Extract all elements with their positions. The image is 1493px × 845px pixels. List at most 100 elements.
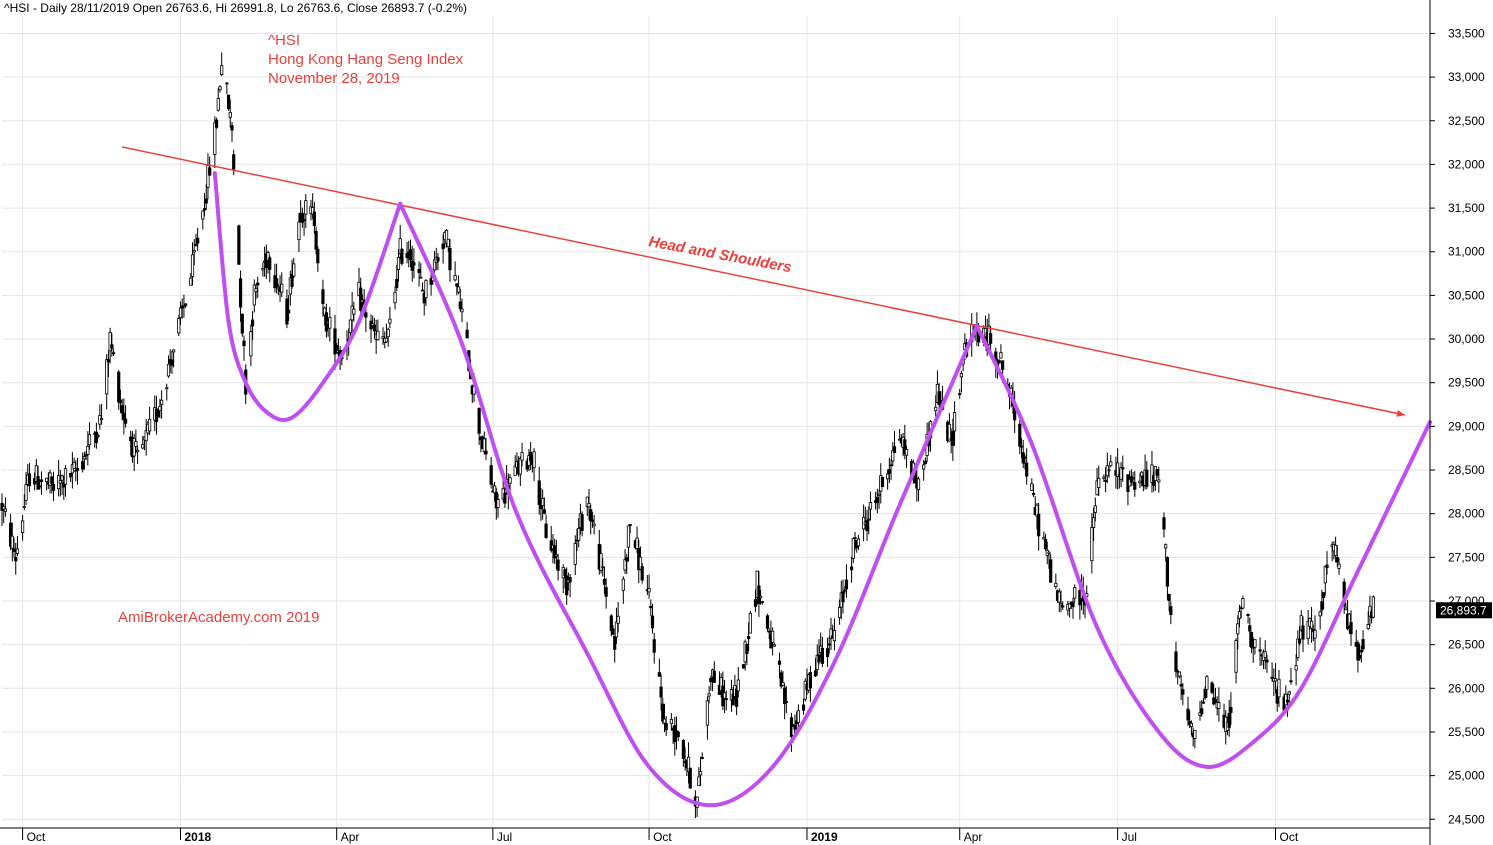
candle-body xyxy=(216,98,220,111)
candle-body xyxy=(232,154,236,170)
candle-body xyxy=(616,615,620,624)
candle-body xyxy=(1025,462,1029,477)
candle-body xyxy=(396,257,401,270)
candle-body xyxy=(287,309,291,314)
candle-body xyxy=(302,219,306,222)
candle-body xyxy=(1150,464,1154,483)
candle-body xyxy=(825,648,830,657)
candle-body xyxy=(1368,605,1372,617)
candle-body xyxy=(201,210,205,220)
candle-body xyxy=(999,352,1003,359)
candle-body xyxy=(165,387,169,390)
candle-body xyxy=(105,359,109,395)
candle-body xyxy=(96,435,100,437)
candle-body xyxy=(1131,477,1135,480)
candle-body xyxy=(707,693,711,697)
candle-body xyxy=(1061,605,1065,608)
candle-body xyxy=(268,257,272,270)
candle-body xyxy=(1210,682,1214,693)
candle-body xyxy=(767,630,771,633)
candle-body xyxy=(1043,538,1048,550)
candle-body xyxy=(1119,467,1123,480)
candle-body xyxy=(1091,517,1096,528)
candle-body xyxy=(27,473,32,487)
candle-body xyxy=(609,615,613,632)
candle-body xyxy=(453,275,457,281)
candle-body xyxy=(951,431,955,446)
candle-body xyxy=(465,329,469,339)
candle-body xyxy=(801,704,806,711)
candle-body xyxy=(123,418,128,424)
candle-body xyxy=(537,480,541,505)
candle-body xyxy=(36,475,40,490)
candle-body xyxy=(304,200,308,215)
candle-body xyxy=(226,94,231,110)
candle-body xyxy=(250,319,255,327)
candle-body xyxy=(784,701,788,703)
candle-body xyxy=(261,268,265,271)
candle-body xyxy=(359,287,363,311)
candle-body xyxy=(132,438,136,457)
candle-body xyxy=(1248,625,1252,632)
candle-body xyxy=(1174,651,1178,672)
candle-body xyxy=(621,578,625,591)
candle-body xyxy=(1366,623,1370,629)
x-tick-label: Oct xyxy=(27,830,46,844)
candle-body xyxy=(237,225,241,265)
candle-body xyxy=(1344,607,1348,611)
x-tick-label: 2018 xyxy=(185,830,212,844)
candle-body xyxy=(783,687,787,705)
candle-body xyxy=(1102,476,1106,479)
candle-body xyxy=(194,243,198,246)
candle-body xyxy=(1169,606,1173,615)
candle-body xyxy=(1273,678,1278,682)
last-price-label: 26,893.7 xyxy=(1436,602,1492,619)
candle-body xyxy=(436,257,440,262)
candle-body xyxy=(886,473,890,480)
x-tick-label: 2019 xyxy=(811,830,838,844)
candle-body xyxy=(1313,629,1317,639)
candle-body xyxy=(108,332,112,352)
candle-body xyxy=(760,601,764,603)
candle-body xyxy=(456,286,461,293)
candle-body xyxy=(613,635,617,650)
candle-body xyxy=(1037,513,1041,537)
candle-body xyxy=(669,718,673,725)
candle-body xyxy=(1265,659,1269,663)
candle-body xyxy=(640,566,644,581)
candle-body xyxy=(867,518,871,521)
candle-body xyxy=(242,340,246,347)
candle-body xyxy=(705,700,710,726)
chart-title-name: Hong Kong Hang Seng Index xyxy=(268,51,464,68)
candle-body xyxy=(371,323,375,326)
candle-body xyxy=(815,654,819,670)
candle-body xyxy=(10,535,14,549)
candle-body xyxy=(688,767,692,789)
candle-body xyxy=(1229,707,1233,713)
candle-body xyxy=(38,485,42,488)
candle-body xyxy=(1181,689,1185,695)
candle-body xyxy=(731,693,735,706)
candle-body xyxy=(856,538,861,547)
candle-body xyxy=(384,337,389,343)
candle-body xyxy=(719,676,723,692)
candle-body xyxy=(662,718,667,724)
candle-body xyxy=(686,756,691,773)
candle-body xyxy=(202,208,207,211)
candle-body xyxy=(225,82,229,85)
candle-body xyxy=(734,688,739,707)
candle-body xyxy=(381,336,385,339)
candle-body xyxy=(398,238,402,255)
candle-body xyxy=(771,630,775,643)
candle-body xyxy=(419,276,423,279)
candle-body xyxy=(934,406,938,412)
candle-body xyxy=(1296,638,1300,658)
pattern-curves xyxy=(212,171,1432,808)
candle-body xyxy=(252,284,256,306)
candle-body xyxy=(84,454,88,457)
candle-body xyxy=(420,289,425,292)
candle-body xyxy=(903,439,907,455)
y-tick-label: 25,500 xyxy=(1448,725,1485,739)
candle-body xyxy=(829,628,833,639)
